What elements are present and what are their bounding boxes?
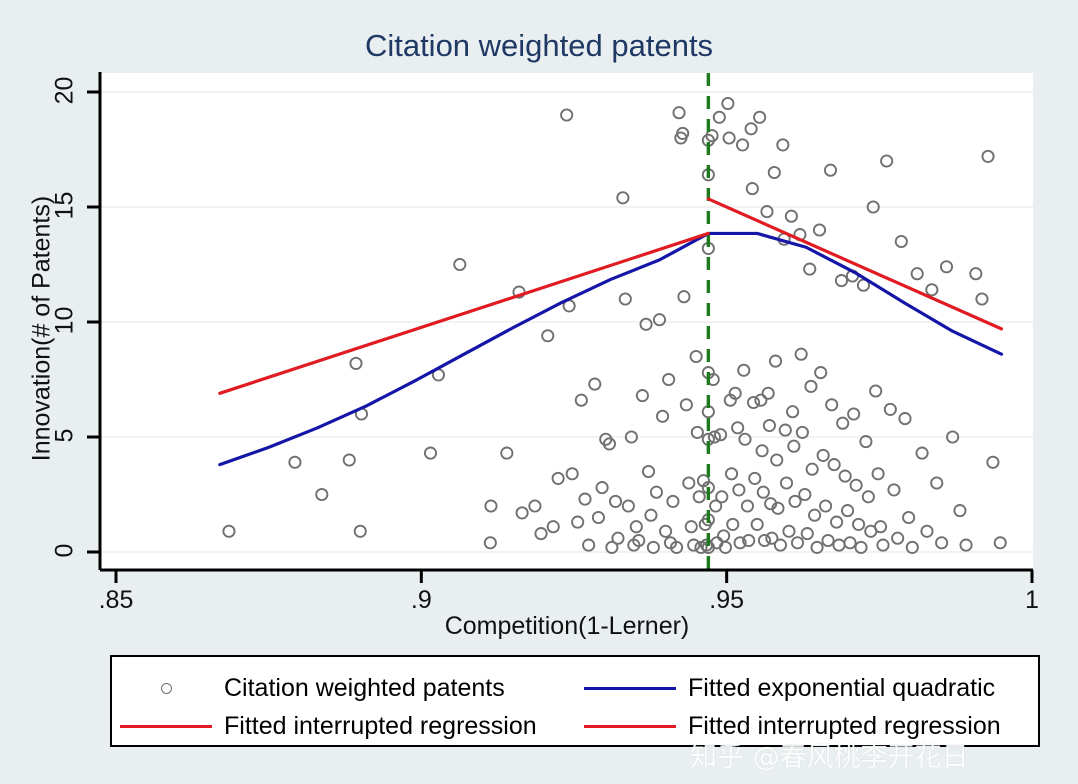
line-swatch-icon <box>582 686 678 690</box>
gridlines <box>100 91 1033 553</box>
circle-marker-icon <box>118 682 214 694</box>
chart-title: Citation weighted patents <box>364 28 714 63</box>
x-tick-label: .9 <box>410 586 432 614</box>
watermark: 知乎 @春风桃李开花日 <box>690 742 969 773</box>
line-swatch-icon <box>582 724 678 728</box>
legend-label-3: Fitted interrupted regression <box>688 711 1001 740</box>
legend-label-0: Citation weighted patents <box>224 673 505 702</box>
legend-item-0[interactable]: Citation weighted patents <box>118 669 505 707</box>
x-axis-label: Competition(1-Lerner) <box>444 612 690 640</box>
x-tick-label: .95 <box>709 586 745 614</box>
legend-label-1: Fitted exponential quadratic <box>688 673 996 702</box>
x-tick-label: .85 <box>98 586 134 614</box>
x-tick-label: 1 <box>1025 586 1039 614</box>
legend-item-1[interactable]: Fitted exponential quadratic <box>582 669 995 707</box>
axes-layer <box>87 72 1034 583</box>
legend-label-2: Fitted interrupted regression <box>224 711 537 740</box>
scatter-points-layer <box>222 96 1007 554</box>
y-axis-label: Innovation(# of Patents) <box>27 195 56 462</box>
line-swatch-icon <box>118 724 214 728</box>
legend-item-3[interactable]: Fitted interrupted regression <box>582 707 1001 745</box>
legend: Citation weighted patents Fitted exponen… <box>110 655 1040 747</box>
fitted-lines-layer <box>218 197 1004 467</box>
legend-item-2[interactable]: Fitted interrupted regression <box>118 707 537 745</box>
